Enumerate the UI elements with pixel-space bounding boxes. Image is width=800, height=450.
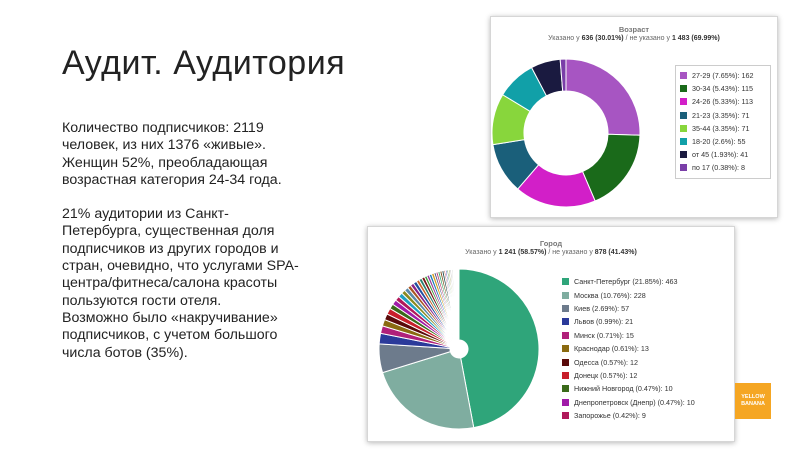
age-legend-label: по 17 (0.38%): 8	[692, 163, 746, 173]
city-legend-item: Запорожье (0.42%): 9	[562, 409, 724, 422]
city-chart-panel: Город Указано у 1 241 (58.57%) / не указ…	[367, 226, 735, 442]
geography-paragraph: 21% аудитории из Санкт- Петербурга, суще…	[62, 206, 299, 361]
age-chart-header: Возраст Указано у 636 (30.01%) / не указ…	[491, 17, 777, 43]
age-legend-swatch	[680, 111, 687, 119]
city-legend-label: Краснодар (0.61%): 13	[574, 344, 649, 354]
age-chart-panel: Возраст Указано у 636 (30.01%) / не указ…	[490, 16, 778, 218]
age-legend-swatch	[680, 124, 687, 132]
city-legend-item: Одесса (0.57%): 12	[562, 355, 724, 368]
city-legend-label: Минск (0.71%): 15	[574, 330, 634, 340]
age-chart-title: Возраст	[618, 25, 650, 34]
city-legend-label: Санкт-Петербург (21.85%): 463	[574, 277, 678, 287]
age-legend-label: 18-20 (2.6%): 55	[692, 137, 746, 147]
age-legend-label: 21-23 (3.35%): 71	[692, 110, 750, 120]
city-legend-label: Одесса (0.57%): 12	[574, 357, 638, 367]
age-legend-item: 30-34 (5.43%): 115	[680, 82, 766, 95]
city-legend-item: Львов (0.99%): 21	[562, 315, 724, 328]
age-legend-label: 24-26 (5.33%): 113	[692, 97, 753, 107]
city-legend-label: Днепропетровск (Днепр) (0.47%): 10	[574, 397, 695, 407]
city-donut-slice-0	[458, 268, 540, 429]
age-legend-item: по 17 (0.38%): 8	[680, 161, 766, 174]
logo-line-1: YELLOW	[741, 394, 765, 400]
city-legend-swatch	[562, 291, 569, 299]
city-legend-item: Днепропетровск (Днепр) (0.47%): 10	[562, 396, 724, 409]
age-legend-label: 35-44 (3.35%): 71	[692, 123, 750, 133]
city-legend-item: Москва (10.76%): 228	[562, 288, 724, 301]
city-chart-subtitle: Указано у 1 241 (58.57%) / не указано у …	[465, 249, 637, 256]
city-legend-swatch	[562, 278, 569, 286]
age-donut-slice-7	[559, 58, 567, 92]
age-legend-label: от 45 (1.93%): 41	[692, 150, 749, 160]
city-legend-swatch	[562, 371, 569, 379]
age-legend-swatch	[680, 138, 687, 146]
age-legend-item: 24-26 (5.33%): 113	[680, 95, 766, 108]
age-chart-subtitle: Указано у 636 (30.01%) / не указано у 1 …	[548, 35, 720, 42]
age-legend-item: 21-23 (3.35%): 71	[680, 109, 766, 122]
city-legend-swatch	[562, 304, 569, 312]
city-donut-other-slice-29	[457, 268, 460, 341]
city-legend-label: Нижний Новгород (0.47%): 10	[574, 384, 673, 394]
age-legend-swatch	[680, 151, 687, 159]
yellow-banana-logo: YELLOW BANANA	[735, 383, 771, 419]
age-donut-slice-0	[565, 58, 641, 136]
city-legend-swatch	[562, 385, 569, 393]
city-legend-item: Киев (2.69%): 57	[562, 302, 724, 315]
age-donut-chart	[491, 58, 641, 208]
city-chart-header: Город Указано у 1 241 (58.57%) / не указ…	[368, 227, 734, 257]
age-legend-swatch	[680, 85, 687, 93]
city-legend-swatch	[562, 358, 569, 366]
slide-title: Аудит. Аудитория	[62, 44, 346, 82]
age-legend-swatch	[680, 72, 687, 80]
city-legend-label: Москва (10.76%): 228	[574, 290, 646, 300]
city-legend-item: Минск (0.71%): 15	[562, 329, 724, 342]
city-legend-label: Львов (0.99%): 21	[574, 317, 634, 327]
city-chart-title: Город	[539, 239, 563, 248]
city-donut-chart	[378, 268, 540, 430]
age-legend-item: 27-29 (7.65%): 162	[680, 69, 766, 82]
city-legend-item: Краснодар (0.61%): 13	[562, 342, 724, 355]
city-legend-swatch	[562, 331, 569, 339]
city-legend-item: Санкт-Петербург (21.85%): 463	[562, 275, 724, 288]
city-legend-item: Нижний Новгород (0.47%): 10	[562, 382, 724, 395]
age-legend-item: 35-44 (3.35%): 71	[680, 122, 766, 135]
age-legend-item: 18-20 (2.6%): 55	[680, 135, 766, 148]
age-legend: 27-29 (7.65%): 162 30-34 (5.43%): 115 24-2…	[675, 65, 771, 179]
age-legend-item: от 45 (1.93%): 41	[680, 148, 766, 161]
city-legend-swatch	[562, 412, 569, 420]
audience-summary-paragraph: Количество подписчиков: 2119 человек, из…	[62, 120, 282, 188]
city-donut-slice-1	[381, 351, 475, 430]
city-legend-label: Киев (2.69%): 57	[574, 303, 630, 313]
city-legend-label: Донецк (0.57%): 12	[574, 370, 638, 380]
city-legend-swatch	[562, 398, 569, 406]
logo-line-2: BANANA	[741, 401, 765, 407]
age-legend-swatch	[680, 164, 687, 172]
age-legend-label: 27-29 (7.65%): 162	[692, 71, 754, 81]
city-legend-swatch	[562, 345, 569, 353]
age-legend-swatch	[680, 98, 687, 106]
city-legend-swatch	[562, 318, 569, 326]
age-legend-label: 30-34 (5.43%): 115	[692, 84, 753, 94]
city-legend: Санкт-Петербург (21.85%): 463 Москва (10.…	[562, 275, 724, 422]
city-legend-item: Донецк (0.57%): 12	[562, 369, 724, 382]
city-legend-label: Запорожье (0.42%): 9	[574, 411, 646, 421]
slide-body: Количество подписчиков: 2119 человек, из…	[62, 120, 344, 362]
